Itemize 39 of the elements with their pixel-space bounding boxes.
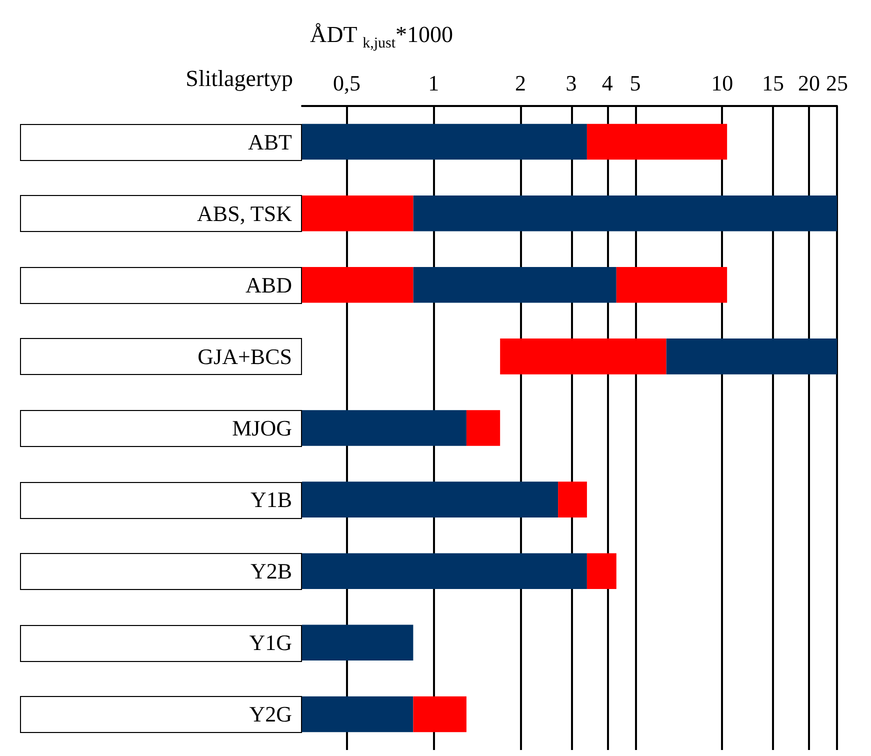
y-tick-label: Y1B [250,487,292,512]
y-tick-label: Y2G [249,702,292,727]
bar [558,482,587,518]
bar [413,696,466,732]
bar [413,267,616,303]
bar [666,338,837,374]
bar [302,553,587,589]
x-tick-label: 4 [602,70,613,96]
bar [413,195,837,232]
x-tick-label: 10 [711,70,734,96]
bar [302,624,414,661]
x-tick-label: 15 [762,70,784,96]
bar [302,124,587,160]
bar [500,338,666,374]
y-tick-label: Y1G [249,630,292,656]
bar [616,267,728,303]
y-tick-label: ABT [248,129,293,154]
x-tick-label: 5 [630,70,641,96]
x-tick-label: 2 [514,70,526,96]
bar [586,553,616,589]
y-tick-label: MJOG [232,416,292,440]
y-tick-label: GJA+BCS [198,344,292,369]
y-tick-label: ABS, TSK [197,200,292,226]
bar [302,410,466,446]
x-axis-title: ÅDT $_{k,just}$*1000 [310,22,454,52]
bar [586,124,728,160]
bar [466,410,500,446]
y-tick-label: ABD [246,272,292,298]
bar [302,482,558,518]
y-axis-title: Slitlagertyp [186,66,293,92]
x-tick-label: 3 [566,70,577,96]
bar [302,195,414,232]
y-tick-label: Y2B [250,558,292,584]
x-tick-label: 1 [428,70,440,96]
bar [302,696,414,732]
x-tick-label: 0,5 [332,70,360,96]
x-tick-label: 20 [798,70,820,96]
bar [302,267,414,303]
x-tick-label: 25 [826,70,848,96]
